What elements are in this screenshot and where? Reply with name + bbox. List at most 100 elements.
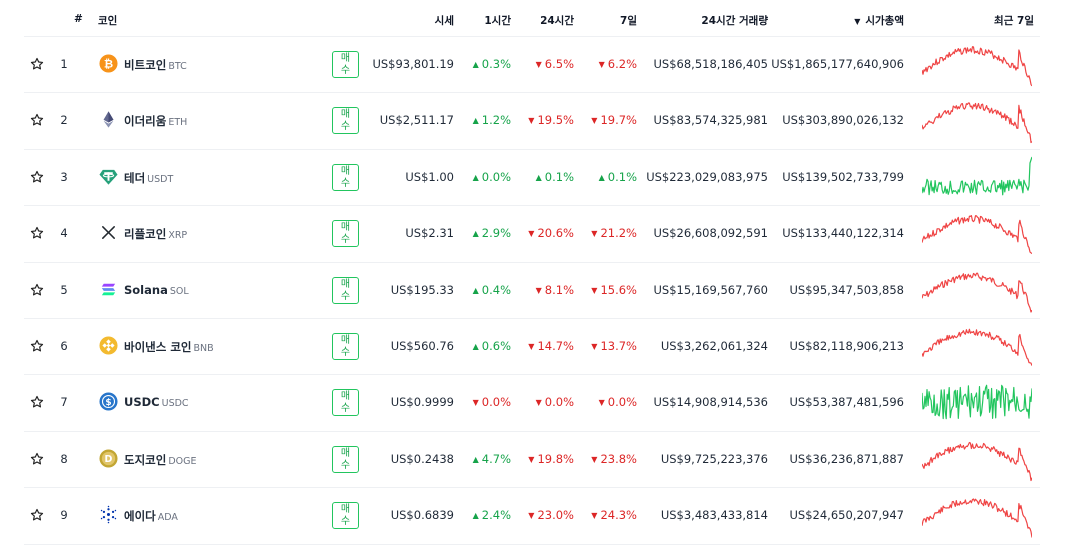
change-7d: ▼ 15.6% xyxy=(591,282,637,297)
volume-24h: US$15,169,567,760 xyxy=(653,282,768,297)
header-rank: # xyxy=(74,13,83,25)
usdc-icon: $ xyxy=(99,392,118,411)
header-coin[interactable]: 코인 xyxy=(98,15,118,27)
change-1h: ▲ 0.3% xyxy=(472,57,511,71)
coin-symbol: USDC xyxy=(161,398,189,410)
header-24h[interactable]: 24시간 xyxy=(540,15,574,27)
change-7d: ▼ 24.3% xyxy=(591,508,637,523)
market-cap: US$133,440,122,314 xyxy=(782,226,904,241)
coin-symbol: XRP xyxy=(168,230,188,242)
price: US$0.6839 xyxy=(390,508,454,523)
star-icon[interactable] xyxy=(30,113,44,127)
volume-24h: US$3,262,061,324 xyxy=(660,338,768,353)
rank: 2 xyxy=(60,113,68,128)
star-icon[interactable] xyxy=(30,452,44,466)
caret-down-icon: ▼ xyxy=(528,511,535,521)
header-volume[interactable]: 24시간 거래량 xyxy=(701,15,768,27)
change-24h: ▲ 0.1% xyxy=(535,169,574,184)
volume-24h: US$26,608,092,591 xyxy=(653,226,768,241)
coin-symbol: USDT xyxy=(147,173,174,185)
change-1h: ▲ 4.7% xyxy=(472,451,511,466)
star-icon[interactable] xyxy=(30,508,44,522)
star-icon[interactable] xyxy=(30,283,44,297)
coin-name[interactable]: 에이다 ADA xyxy=(124,509,178,524)
volume-24h: US$3,483,433,814 xyxy=(660,508,768,523)
coin-name[interactable]: 비트코인 BTC xyxy=(124,58,187,72)
change-24h: ▼ 14.7% xyxy=(528,338,574,353)
caret-up-icon: ▲ xyxy=(472,511,479,521)
caret-down-icon: ▼ xyxy=(591,285,598,295)
change-24h: ▼ 6.5% xyxy=(535,57,574,71)
volume-24h: US$9,725,223,376 xyxy=(660,451,768,466)
change-24h: ▼ 23.0% xyxy=(528,508,574,523)
star-icon[interactable] xyxy=(30,395,44,409)
coin-symbol: ADA xyxy=(157,512,178,524)
market-cap: US$53,387,481,596 xyxy=(789,395,904,410)
header-1h[interactable]: 1시간 xyxy=(484,15,511,27)
caret-down-icon: ▼ xyxy=(591,454,598,464)
price: US$93,801.19 xyxy=(372,57,454,71)
sparkline-7d xyxy=(922,328,1032,366)
change-24h: ▼ 8.1% xyxy=(535,282,574,297)
star-icon[interactable] xyxy=(30,57,44,71)
change-24h: ▼ 0.0% xyxy=(535,395,574,410)
coin-name[interactable]: 이더리움 ETH xyxy=(124,114,188,129)
header-market-cap[interactable]: ▼ 시가총액 xyxy=(854,15,904,27)
header-price[interactable]: 시세 xyxy=(434,15,454,27)
caret-up-icon: ▲ xyxy=(535,172,542,182)
caret-down-icon: ▼ xyxy=(472,398,479,408)
star-icon[interactable] xyxy=(30,170,44,184)
change-7d: ▼ 6.2% xyxy=(598,57,637,71)
price: US$195.33 xyxy=(390,282,454,297)
dogecoin-icon: D xyxy=(99,449,118,468)
coin-name[interactable]: 바이낸스 코인 BNB xyxy=(124,339,214,354)
cardano-icon xyxy=(99,505,118,524)
price: US$2.31 xyxy=(405,226,454,241)
sparkline-7d xyxy=(922,102,1032,144)
sparkline-7d xyxy=(922,441,1032,481)
rank: 5 xyxy=(60,282,68,297)
caret-down-icon: ▼ xyxy=(591,341,598,351)
coin-symbol: DOGE xyxy=(168,455,197,467)
change-7d: ▼ 19.7% xyxy=(591,113,637,128)
bnb-icon xyxy=(99,336,118,355)
star-icon[interactable] xyxy=(30,339,44,353)
coin-name[interactable]: 리플코인 XRP xyxy=(124,227,188,242)
market-cap: US$95,347,503,858 xyxy=(789,282,904,297)
change-1h: ▲ 2.4% xyxy=(472,508,511,523)
rank: 8 xyxy=(60,451,68,466)
change-1h: ▲ 0.6% xyxy=(472,338,511,353)
caret-up-icon: ▲ xyxy=(472,60,479,69)
volume-24h: US$14,908,914,536 xyxy=(653,395,768,410)
price: US$0.2438 xyxy=(390,451,454,466)
coin-name[interactable]: USDC USDC xyxy=(124,395,189,410)
change-7d: ▼ 21.2% xyxy=(591,226,637,241)
header-7d[interactable]: 7일 xyxy=(620,15,637,27)
market-cap: US$1,865,177,640,906 xyxy=(771,57,904,71)
xrp-icon xyxy=(99,223,118,242)
coin-name[interactable]: 도지코인 DOGE xyxy=(124,452,197,467)
coin-name[interactable]: 테더 USDT xyxy=(124,170,174,185)
coin-name[interactable]: Solana SOL xyxy=(124,282,189,297)
star-icon[interactable] xyxy=(30,226,44,240)
change-1h: ▲ 0.4% xyxy=(472,282,511,297)
